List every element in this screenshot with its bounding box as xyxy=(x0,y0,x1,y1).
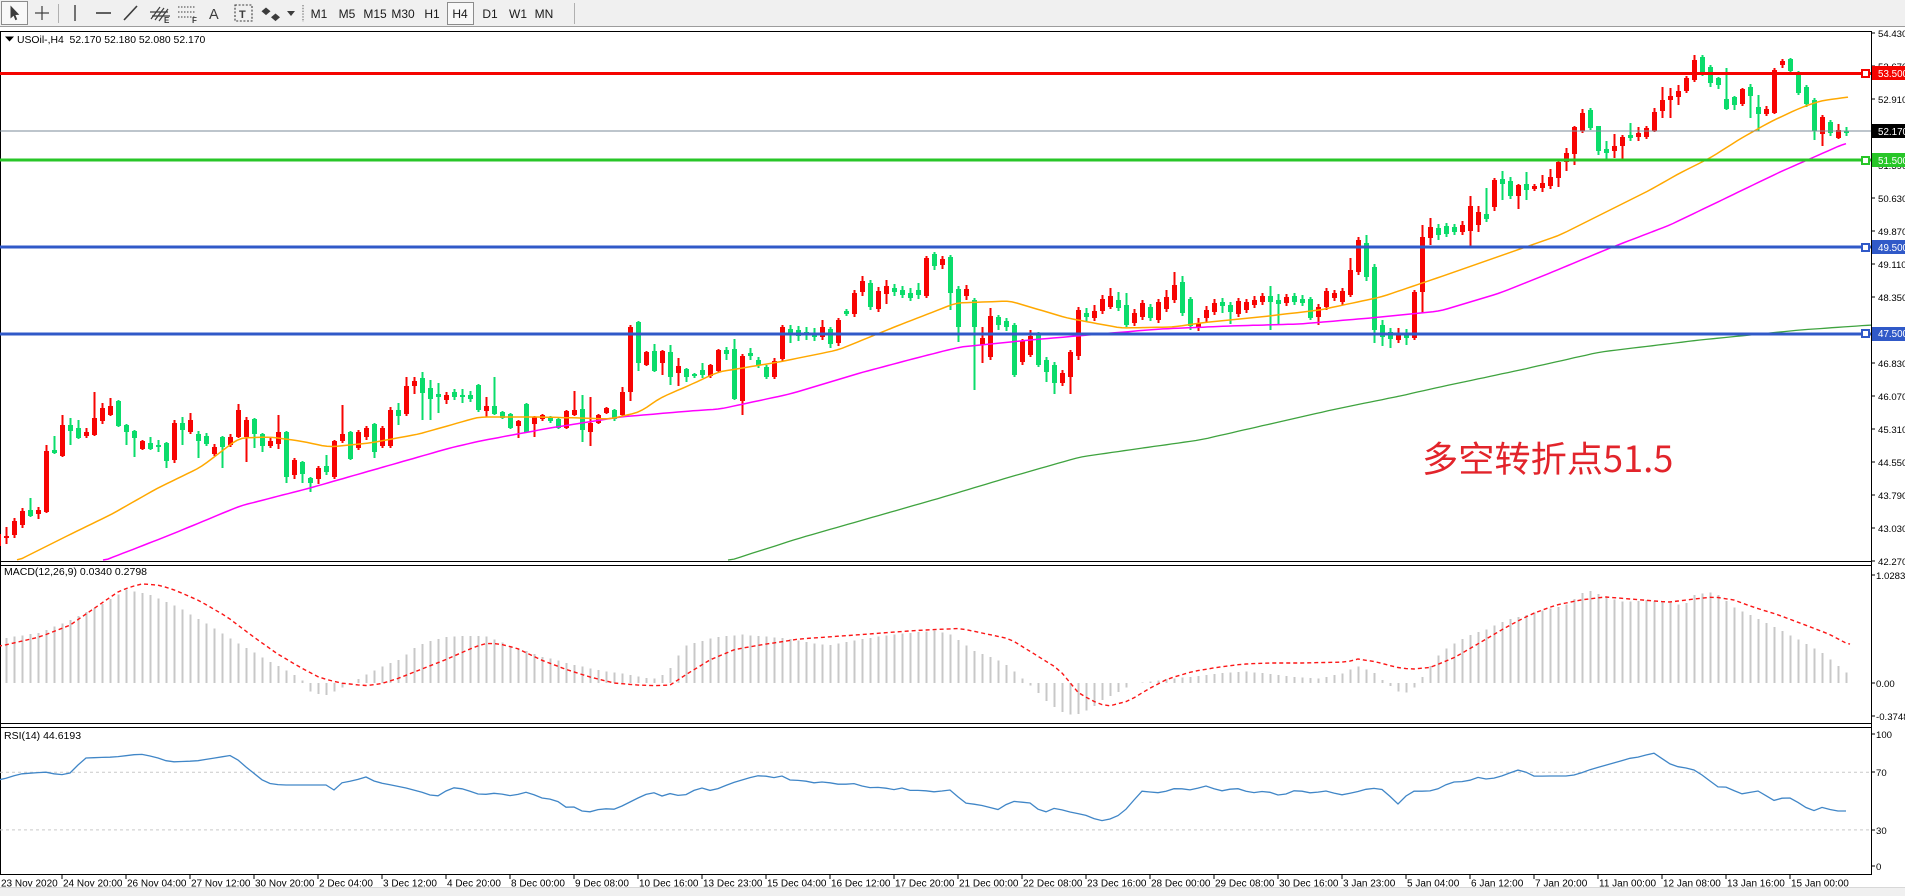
svg-text:D1: D1 xyxy=(482,7,498,21)
svg-text:24 Nov 20:00: 24 Nov 20:00 xyxy=(63,879,123,890)
svg-text:12 Jan 08:00: 12 Jan 08:00 xyxy=(1663,879,1721,890)
svg-text:USOil-,H4 52.170 52.180 52.08: USOil-,H4 52.170 52.180 52.080 52.170 xyxy=(17,35,206,46)
svg-text:9 Dec 08:00: 9 Dec 08:00 xyxy=(575,879,629,890)
svg-text:23 Dec 16:00: 23 Dec 16:00 xyxy=(1087,879,1147,890)
svg-text:16 Dec 12:00: 16 Dec 12:00 xyxy=(831,879,891,890)
svg-text:30 Dec 16:00: 30 Dec 16:00 xyxy=(1279,879,1339,890)
svg-text:48.350: 48.350 xyxy=(1878,293,1905,304)
svg-text:51.500: 51.500 xyxy=(1878,156,1905,167)
svg-text:23 Nov 2020: 23 Nov 2020 xyxy=(1,879,58,890)
svg-text:43.030: 43.030 xyxy=(1878,524,1905,535)
svg-text:6 Jan 12:00: 6 Jan 12:00 xyxy=(1471,879,1524,890)
svg-text:M1: M1 xyxy=(311,7,328,21)
svg-text:26 Nov 04:00: 26 Nov 04:00 xyxy=(127,879,187,890)
svg-text:50.630: 50.630 xyxy=(1878,194,1905,205)
svg-text:3 Jan 23:00: 3 Jan 23:00 xyxy=(1343,879,1396,890)
svg-text:3 Dec 12:00: 3 Dec 12:00 xyxy=(383,879,437,890)
svg-text:52.910: 52.910 xyxy=(1878,95,1905,106)
svg-text:17 Dec 20:00: 17 Dec 20:00 xyxy=(895,879,955,890)
svg-text:W1: W1 xyxy=(509,7,527,21)
svg-text:2 Dec 04:00: 2 Dec 04:00 xyxy=(319,879,373,890)
svg-text:44.550: 44.550 xyxy=(1878,458,1905,469)
svg-text:49.870: 49.870 xyxy=(1878,227,1905,238)
svg-text:42.270: 42.270 xyxy=(1878,557,1905,568)
svg-text:43.790: 43.790 xyxy=(1878,491,1905,502)
svg-text:100: 100 xyxy=(1876,730,1892,741)
svg-text:21 Dec 00:00: 21 Dec 00:00 xyxy=(959,879,1019,890)
svg-text:46.070: 46.070 xyxy=(1878,392,1905,403)
svg-text:MACD(12,26,9) 0.0340 0.2798: MACD(12,26,9) 0.0340 0.2798 xyxy=(4,566,147,578)
svg-text:H1: H1 xyxy=(424,7,440,21)
svg-text:52.170: 52.170 xyxy=(1878,127,1905,138)
svg-text:70: 70 xyxy=(1876,768,1887,779)
svg-text:0.00: 0.00 xyxy=(1876,679,1895,690)
svg-text:7 Jan 20:00: 7 Jan 20:00 xyxy=(1535,879,1588,890)
svg-text:MN: MN xyxy=(535,7,554,21)
svg-text:15 Jan 00:00: 15 Jan 00:00 xyxy=(1791,879,1849,890)
svg-text:11 Jan 00:00: 11 Jan 00:00 xyxy=(1599,879,1657,890)
svg-text:30: 30 xyxy=(1876,826,1887,837)
svg-text:5 Jan 04:00: 5 Jan 04:00 xyxy=(1407,879,1460,890)
svg-text:54.430: 54.430 xyxy=(1878,29,1905,40)
svg-text:8 Dec 00:00: 8 Dec 00:00 xyxy=(511,879,565,890)
svg-text:A: A xyxy=(209,7,219,23)
svg-text:H4: H4 xyxy=(452,7,468,21)
svg-text:M30: M30 xyxy=(391,7,415,21)
svg-text:49.500: 49.500 xyxy=(1878,243,1905,254)
svg-text:27 Nov 12:00: 27 Nov 12:00 xyxy=(191,879,251,890)
svg-text:28 Dec 00:00: 28 Dec 00:00 xyxy=(1151,879,1211,890)
svg-text:0: 0 xyxy=(1876,862,1881,873)
svg-text:13 Dec 23:00: 13 Dec 23:00 xyxy=(703,879,763,890)
svg-text:29 Dec 08:00: 29 Dec 08:00 xyxy=(1215,879,1275,890)
svg-text:30 Nov 20:00: 30 Nov 20:00 xyxy=(255,879,315,890)
svg-text:4 Dec 20:00: 4 Dec 20:00 xyxy=(447,879,501,890)
svg-text:T: T xyxy=(239,9,246,21)
svg-text:15 Dec 04:00: 15 Dec 04:00 xyxy=(767,879,827,890)
svg-text:1.0283: 1.0283 xyxy=(1876,571,1905,582)
svg-text:M5: M5 xyxy=(339,7,356,21)
svg-text:F: F xyxy=(192,16,197,25)
svg-text:53.500: 53.500 xyxy=(1878,69,1905,80)
svg-text:46.830: 46.830 xyxy=(1878,359,1905,370)
svg-text:E: E xyxy=(164,16,170,25)
svg-text:M15: M15 xyxy=(363,7,387,21)
svg-text:RSI(14) 44.6193: RSI(14) 44.6193 xyxy=(4,730,81,742)
svg-text:49.110: 49.110 xyxy=(1878,260,1905,271)
svg-text:10 Dec 16:00: 10 Dec 16:00 xyxy=(639,879,699,890)
svg-text:45.310: 45.310 xyxy=(1878,425,1905,436)
svg-text:47.500: 47.500 xyxy=(1878,329,1905,340)
svg-text:22 Dec 08:00: 22 Dec 08:00 xyxy=(1023,879,1083,890)
svg-text:13 Jan 16:00: 13 Jan 16:00 xyxy=(1727,879,1785,890)
svg-text:-0.3748: -0.3748 xyxy=(1876,712,1905,723)
